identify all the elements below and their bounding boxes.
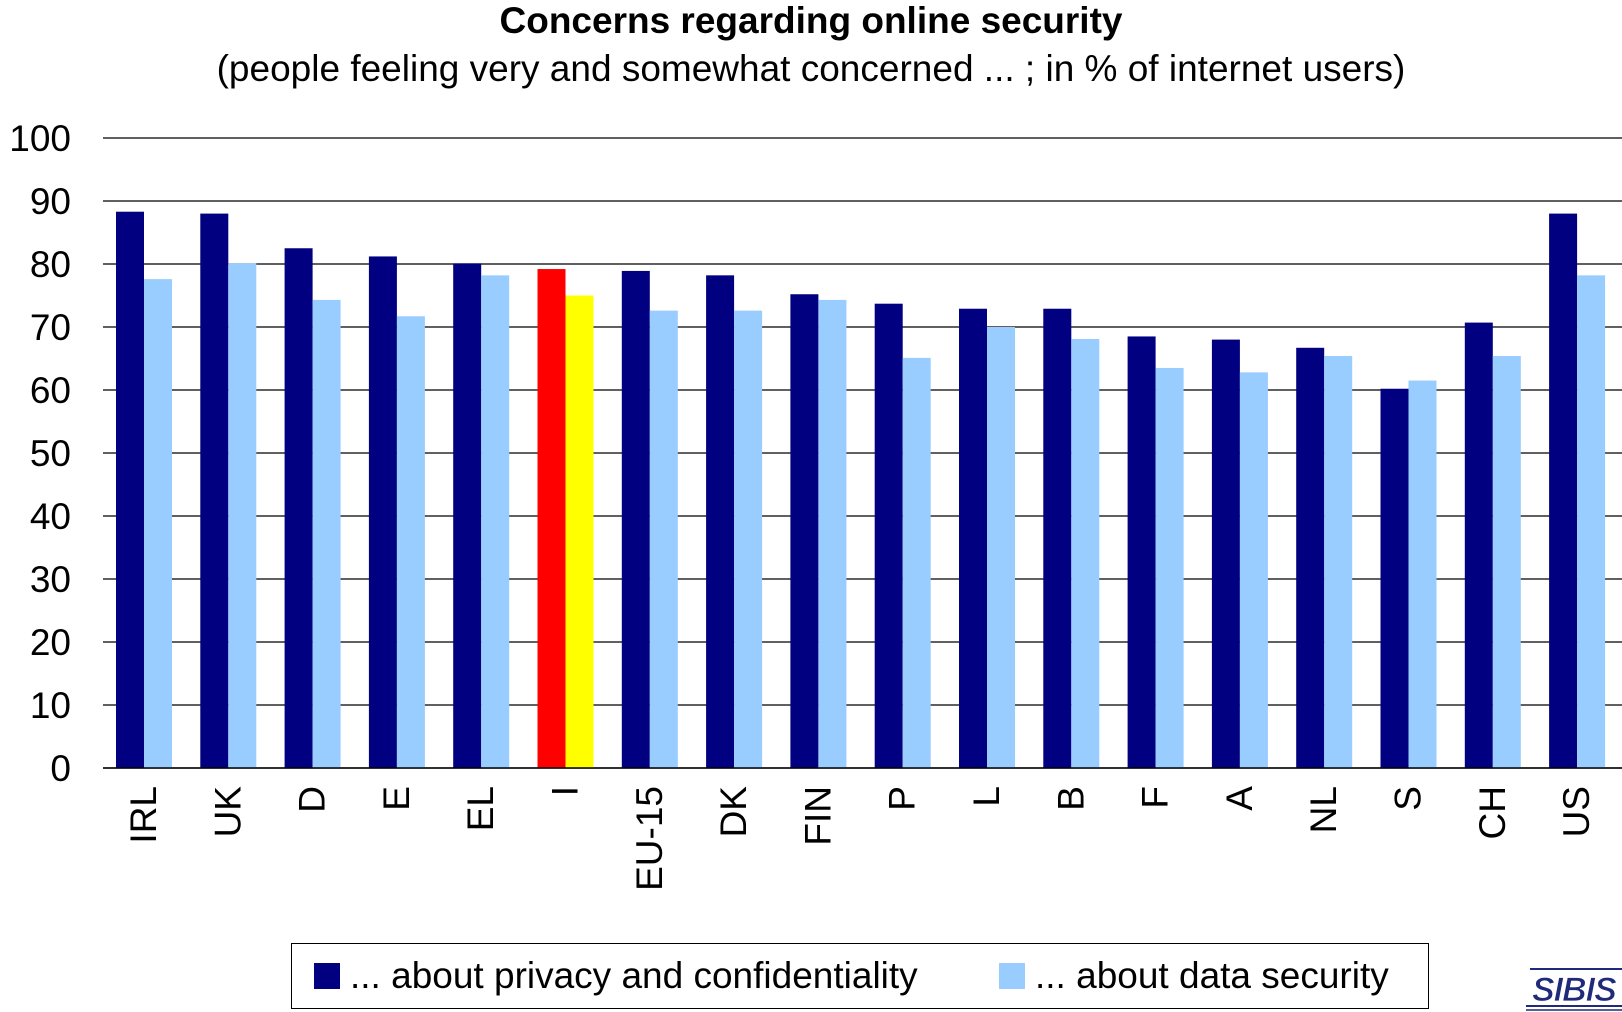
bar-data-security-b <box>1071 338 1100 768</box>
bar-data-security-us <box>1577 275 1606 768</box>
bar-privacy-b <box>1043 308 1072 768</box>
x-tick-label-eu-15: EU-15 <box>629 786 670 891</box>
bar-data-security-s <box>1408 380 1437 768</box>
y-tick-label-40: 40 <box>30 496 71 537</box>
bar-privacy-eu-15 <box>621 270 650 768</box>
bar-privacy-s <box>1380 388 1409 768</box>
chart-legend: ... about privacy and confidentiality ..… <box>291 943 1429 1009</box>
x-tick-label-d: D <box>292 786 333 813</box>
x-tick-label-nl: NL <box>1303 786 1344 833</box>
bar-privacy-d <box>284 248 313 768</box>
y-tick-label-20: 20 <box>30 622 71 663</box>
chart-subtitle: (people feeling very and somewhat concer… <box>216 48 1406 89</box>
bar-data-security-uk <box>228 263 257 768</box>
bar-data-security-ch <box>1492 355 1521 768</box>
y-tick-label-60: 60 <box>30 370 71 411</box>
bar-privacy-ch <box>1464 322 1493 768</box>
svg-text:SIBIS: SIBIS <box>1532 971 1617 1009</box>
x-tick-label-b: B <box>1050 786 1091 811</box>
bar-privacy-a <box>1211 339 1240 768</box>
chart-title: Concerns regarding online security <box>499 0 1123 41</box>
bar-privacy-i <box>537 269 566 768</box>
bar-data-security-i <box>565 295 594 768</box>
bar-data-security-irl <box>144 279 172 768</box>
x-tick-label-a: A <box>1219 786 1260 811</box>
x-tick-label-uk: UK <box>207 786 248 838</box>
x-tick-label-e: E <box>376 786 417 811</box>
legend-label-privacy: ... about privacy and confidentiality <box>350 955 918 996</box>
bar-data-security-fin <box>818 299 847 768</box>
bar-data-security-e <box>396 316 425 768</box>
y-tick-label-80: 80 <box>30 244 71 285</box>
bar-privacy-nl <box>1296 347 1325 768</box>
legend-swatch-data-security <box>999 963 1025 989</box>
bar-privacy-f <box>1127 336 1156 768</box>
legend-swatch-privacy <box>314 963 340 989</box>
legend-item-privacy: ... about privacy and confidentiality <box>314 956 918 996</box>
legend-label-data-security: ... about data security <box>1035 955 1389 996</box>
bar-privacy-us <box>1549 213 1578 769</box>
bar-privacy-p <box>874 303 903 768</box>
bar-data-security-eu-15 <box>649 310 678 768</box>
y-tick-label-90: 90 <box>30 181 71 222</box>
x-tick-label-fin: FIN <box>797 786 838 846</box>
bar-data-security-dk <box>734 310 763 768</box>
sibis-logo: SIBIS <box>1526 965 1622 1012</box>
bar-data-security-el <box>481 275 510 768</box>
bar-privacy-el <box>453 263 482 768</box>
bar-data-security-l <box>987 327 1015 768</box>
x-tick-label-el: EL <box>460 786 501 831</box>
x-tick-label-us: US <box>1556 786 1597 837</box>
x-tick-label-irl: IRL <box>123 786 164 844</box>
bar-privacy-dk <box>706 275 735 768</box>
bar-chart: 0 10 20 30 40 50 60 70 80 90 100 IRL UK D E EL I EU-15 DK F… <box>9 118 1622 891</box>
bar-privacy-e <box>368 256 397 768</box>
x-tick-label-l: L <box>966 786 1007 807</box>
x-tick-label-s: S <box>1388 786 1429 811</box>
x-tick-label-p: P <box>882 786 923 811</box>
y-tick-label-50: 50 <box>30 433 71 474</box>
x-tick-label-dk: DK <box>713 786 754 838</box>
bar-data-security-nl <box>1324 355 1353 768</box>
x-tick-label-f: F <box>1135 786 1176 809</box>
x-tick-label-i: I <box>545 786 586 796</box>
bar-data-security-f <box>1155 367 1184 768</box>
x-tick-label-ch: CH <box>1472 786 1513 839</box>
bar-privacy-uk <box>200 213 229 769</box>
y-tick-label-0: 0 <box>50 748 71 789</box>
bar-privacy-fin <box>790 294 819 768</box>
y-tick-label-70: 70 <box>30 307 71 348</box>
bar-data-security-p <box>902 357 931 768</box>
bar-privacy-l <box>959 308 987 768</box>
y-tick-label-10: 10 <box>30 685 71 726</box>
legend-item-data-security: ... about data security <box>999 956 1389 996</box>
y-tick-label-30: 30 <box>30 559 71 600</box>
bar-data-security-d <box>312 299 341 768</box>
y-tick-label-100: 100 <box>9 118 71 159</box>
bar-data-security-a <box>1239 372 1268 768</box>
bar-privacy-irl <box>116 211 144 768</box>
